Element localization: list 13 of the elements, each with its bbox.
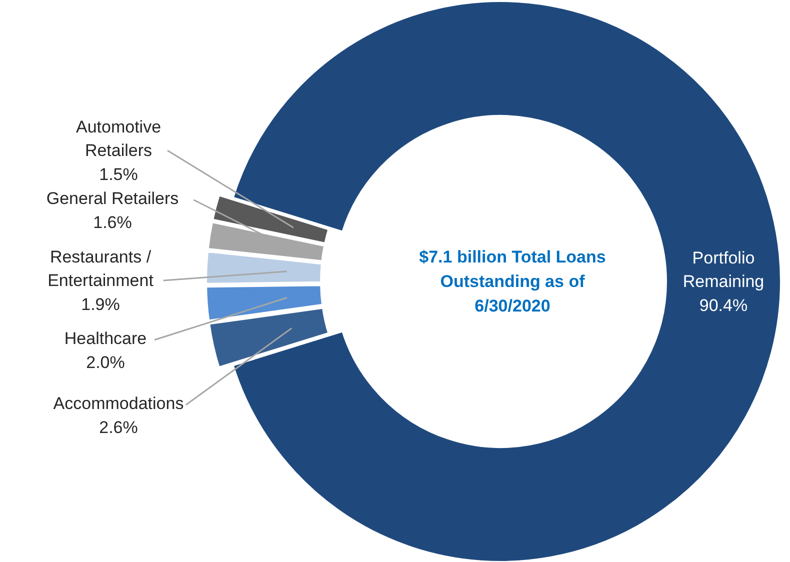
data-label: 2.0% (86, 352, 125, 372)
text: $7.1 billion Total Loans Outstanding as of 6/30/2020 (419, 247, 606, 316)
slice-label: Portfolio Remaining (682, 248, 764, 291)
slice-label: Healthcare (64, 329, 147, 348)
slice-label: General Retailers (46, 189, 179, 208)
slice-label: Accommodations (53, 394, 184, 414)
data-label: 90.4% (699, 296, 748, 315)
data-label: 2.6% (99, 418, 138, 437)
data-label: 1.9% (81, 294, 120, 314)
slice-label: Restaurants / Entertainment (48, 247, 154, 290)
data-label: 1.5% (99, 164, 138, 184)
slice-label: Automotive Retailers (76, 117, 162, 160)
data-label: 1.6% (93, 212, 132, 232)
